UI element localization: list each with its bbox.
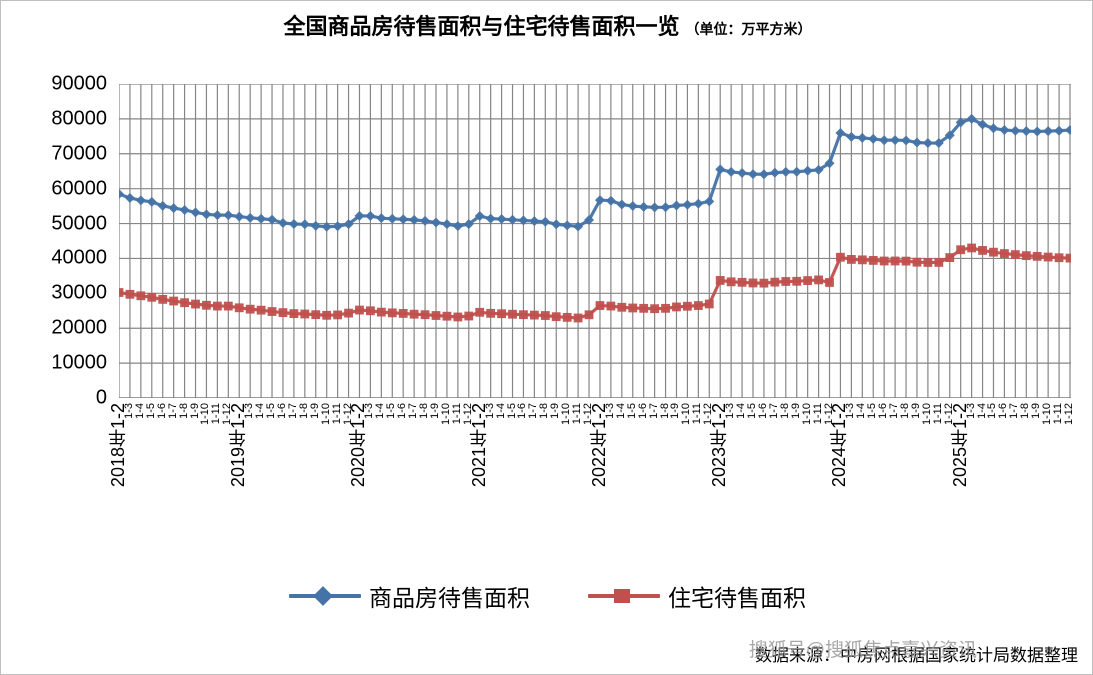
x-tick-label: 1-7 <box>647 403 660 419</box>
x-tick-label: 1-7 <box>166 403 179 419</box>
x-tick-label: 1-11 <box>811 403 824 425</box>
y-tick-label: 70000 <box>51 142 107 165</box>
series-2 <box>119 243 1071 323</box>
legend-marker-diamond-icon <box>289 586 361 606</box>
y-tick-label: 50000 <box>51 212 107 235</box>
y-tick-label: 0 <box>95 386 107 409</box>
chart-legend: 商品房待售面积 住宅待售面积 <box>1 579 1093 613</box>
legend-marker-square-icon <box>588 588 660 604</box>
page-title: 全国商品房待售面积与住宅待售面积一览 <box>283 14 680 39</box>
x-tick-label: 1-3 <box>483 403 496 419</box>
legend-label: 住宅待售面积 <box>668 585 806 611</box>
y-tick-label: 90000 <box>51 72 107 95</box>
y-tick-label: 40000 <box>51 246 107 269</box>
y-tick-label: 30000 <box>51 281 107 304</box>
x-tick-label: 1-3 <box>964 403 977 419</box>
chart-unit-label: （单位：万平方米） <box>685 21 812 37</box>
x-tick-label: 1-8 <box>177 403 190 419</box>
y-tick-label: 10000 <box>51 351 107 374</box>
legend-label: 商品房待售面积 <box>369 585 530 611</box>
x-tick-label: 1-12 <box>1063 403 1075 426</box>
x-tick-label: 1-4 <box>494 403 507 419</box>
x-tick-label: 1-11 <box>330 403 343 425</box>
x-axis: 2018年1-2 1-3 1-4 1-5 1-6 1-7 1-8 1-9 1-10 1-11 1-1… <box>108 403 1075 563</box>
y-tick-label: 80000 <box>51 107 107 130</box>
chart-title-bar: 全国商品房待售面积与住宅待售面积一览 （单位：万平方米） <box>1 9 1093 41</box>
gridlines <box>119 84 1071 398</box>
series-1 <box>119 113 1071 232</box>
y-axis: 90000 80000 70000 60000 50000 40000 30000 20000… <box>15 73 113 409</box>
footer: 数据来源：中房网根据国家统计局数据整理 <box>1 641 1093 666</box>
y-tick-label: 60000 <box>51 177 107 200</box>
legend-item-1[interactable]: 商品房待售面积 <box>289 579 530 613</box>
plot-area <box>119 84 1071 398</box>
plot-svg <box>119 84 1071 398</box>
y-tick-label: 20000 <box>51 316 107 339</box>
x-tick-label: 1-10 <box>800 403 813 426</box>
legend-item-2[interactable]: 住宅待售面积 <box>588 579 806 613</box>
data-source-text: 数据来源：中房网根据国家统计局数据整理 <box>755 646 1078 665</box>
